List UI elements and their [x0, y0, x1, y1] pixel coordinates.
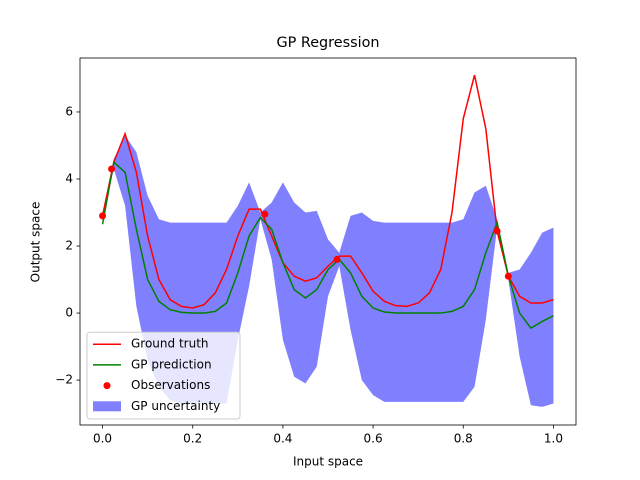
x-tick-label: 0.6: [364, 432, 383, 446]
chart-title: GP Regression: [276, 35, 379, 51]
legend-label: GP prediction: [131, 357, 212, 371]
legend-box: [86, 331, 241, 420]
y-tick-label: 2: [65, 239, 73, 253]
x-tick-label: 0.4: [273, 432, 292, 446]
legend-swatch: [93, 401, 121, 412]
legend-swatch: [103, 382, 111, 390]
legend-label: Ground truth: [131, 337, 209, 351]
observation-point: [108, 165, 116, 173]
line: [101, 74, 554, 309]
legend-label: Observations: [131, 378, 210, 392]
observation-point: [333, 255, 341, 263]
legend-label: GP uncertainty: [131, 399, 220, 413]
observation-point: [493, 227, 501, 235]
y-tick-label: 4: [65, 171, 73, 185]
observation-point: [504, 272, 512, 280]
line: [101, 160, 554, 330]
x-tick-label: 1.0: [544, 432, 563, 446]
x-axis-label: Input space: [293, 455, 363, 469]
y-axis-label: Output space: [29, 202, 43, 283]
y-tick-label: −2: [55, 373, 73, 387]
x-tick-label: 0.2: [183, 432, 202, 446]
observation-point: [261, 210, 269, 218]
y-tick-label: 6: [65, 104, 73, 118]
axes-frame: [79, 57, 577, 426]
y-tick-label: 0: [65, 306, 73, 320]
x-tick-label: 0.0: [93, 432, 112, 446]
x-tick-label: 0.8: [454, 432, 473, 446]
observation-point: [99, 212, 107, 220]
